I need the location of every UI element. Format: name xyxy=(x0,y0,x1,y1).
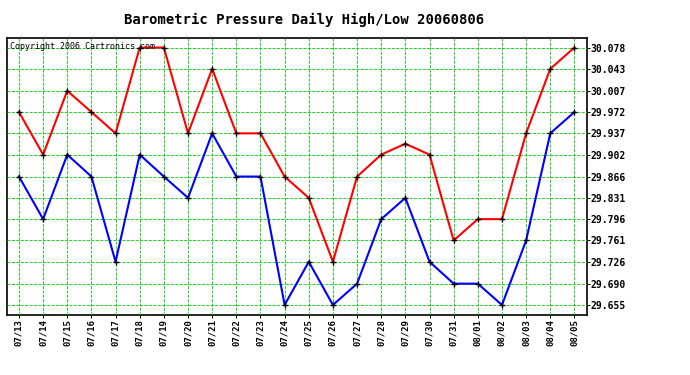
Text: Barometric Pressure Daily High/Low 20060806: Barometric Pressure Daily High/Low 20060… xyxy=(124,13,484,27)
Text: Copyright 2006 Cartronics.com: Copyright 2006 Cartronics.com xyxy=(10,42,155,51)
